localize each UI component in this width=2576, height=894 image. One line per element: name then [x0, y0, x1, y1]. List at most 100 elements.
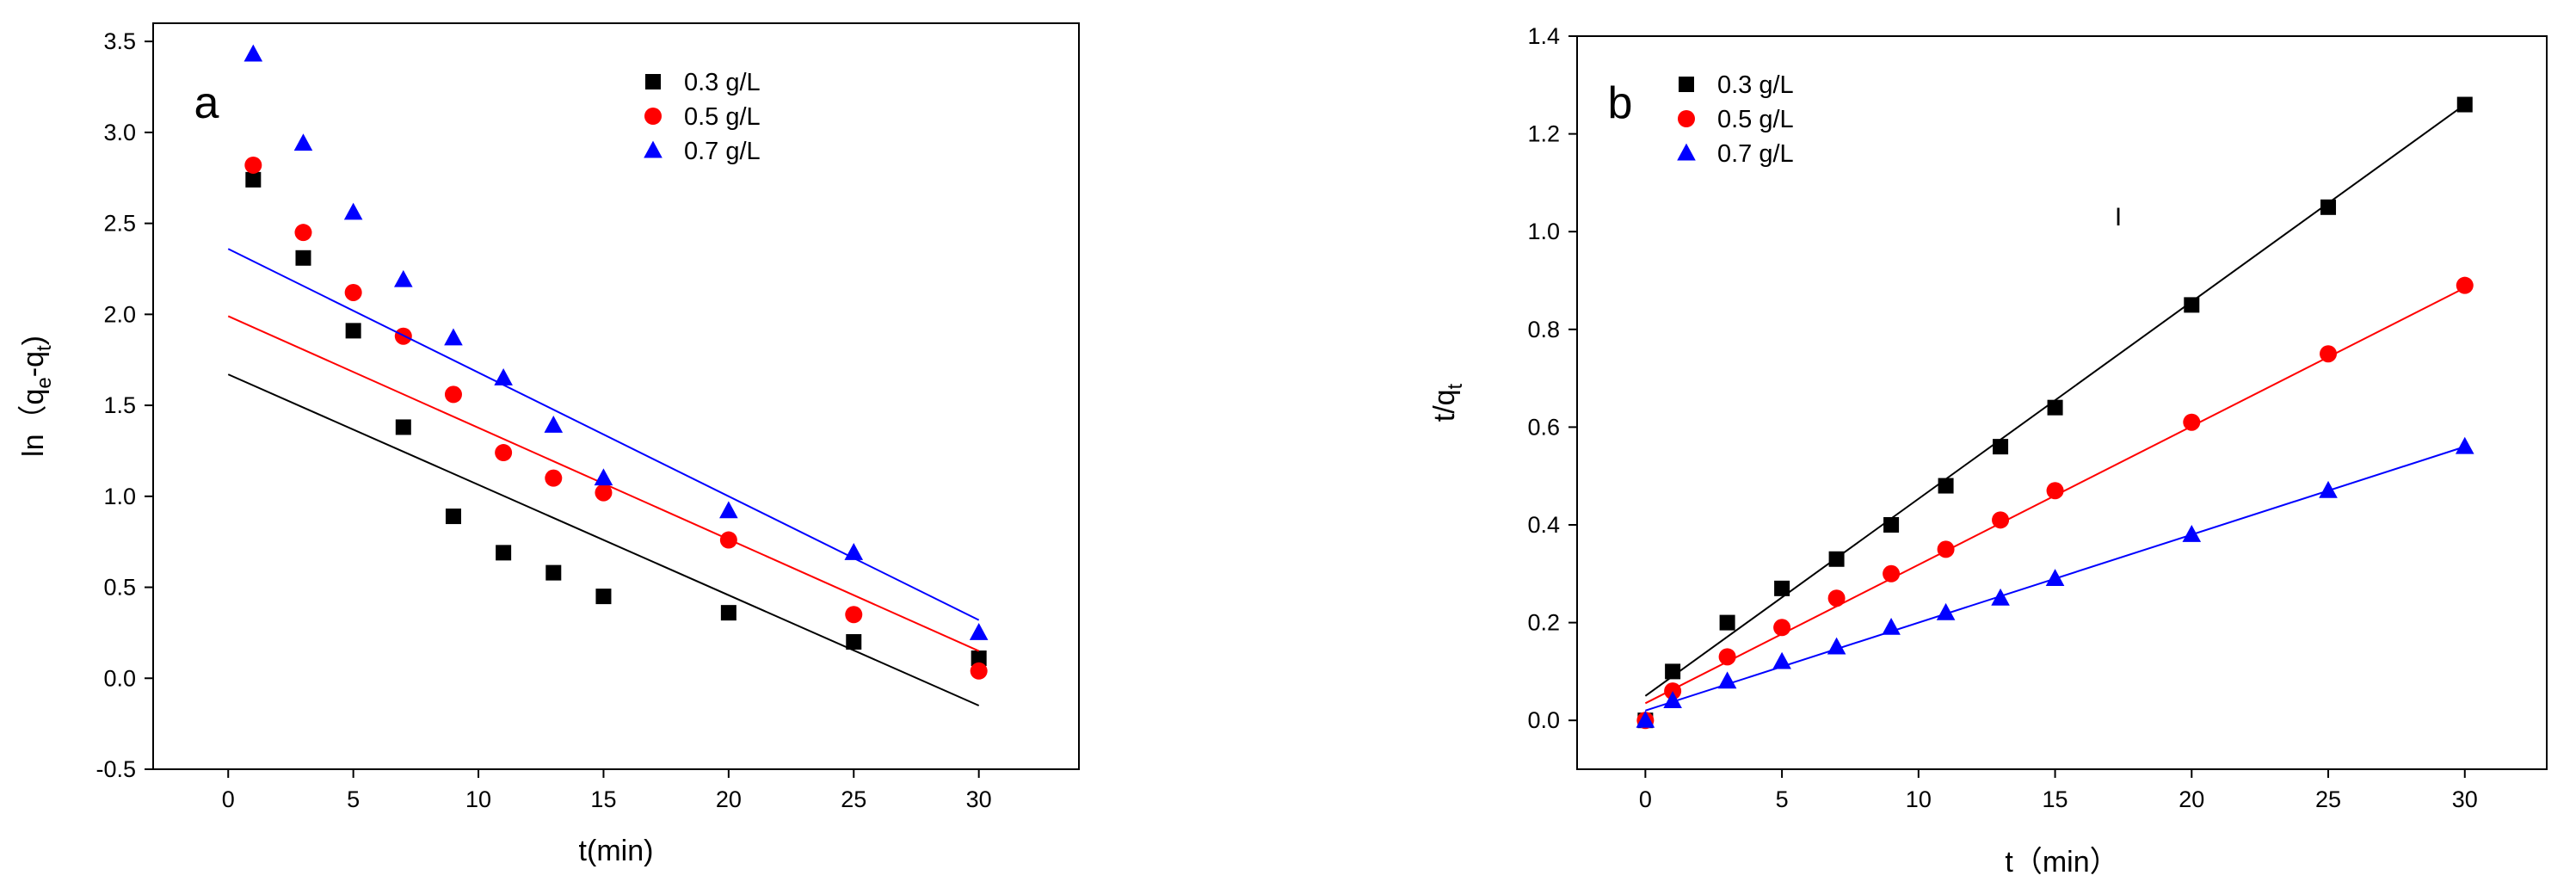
data-point [1827, 637, 1846, 655]
y-tick-label: 2.5 [103, 211, 136, 237]
series-0-7-g-L [227, 44, 989, 640]
y-tick-label: 3.0 [103, 120, 136, 145]
data-point [970, 662, 988, 680]
data-point [594, 468, 613, 486]
data-point [495, 444, 513, 462]
data-point [394, 269, 413, 287]
x-axis-title: t(min) [579, 835, 654, 867]
panel-a-kinetics-first-order: 0 5 10 15 20 25 30 -0.5 0.0 0.5 1.0 1.5 2.0 2.5 3.0 3.5… [17, 22, 1080, 867]
data-point [444, 385, 462, 404]
legend-label: 0.5 g/L [1717, 106, 1794, 133]
legend-label: 0.7 g/L [684, 138, 761, 165]
legend-marker [644, 108, 662, 125]
y-axis-title-part: t/q [1428, 389, 1461, 422]
y-axis-title-subscript: t [1444, 383, 1467, 389]
series-0-3-g-L [1637, 96, 2473, 729]
data-point [2182, 525, 2202, 542]
data-point [2045, 569, 2065, 586]
data-point [445, 509, 461, 525]
data-point [2047, 399, 2063, 416]
legend-label: 0.7 g/L [1717, 140, 1794, 168]
y-axis-title: t/qt [1428, 383, 1467, 422]
data-point [1717, 671, 1737, 689]
data-point [2184, 297, 2200, 313]
y-tick-label: 0.8 [1527, 317, 1560, 342]
y-axis-title: ln（qe-qt) [17, 336, 56, 457]
series-0-3-g-L [227, 171, 987, 706]
y-axis-title-part: ) [17, 336, 50, 345]
data-point [1936, 602, 1956, 620]
data-point [545, 469, 563, 487]
data-point [1991, 588, 2010, 606]
panel-label: a [194, 78, 219, 128]
legend-marker [1679, 77, 1694, 92]
y-tick-label: 3.5 [103, 28, 136, 54]
series-0-5-g-L [1636, 276, 2474, 730]
panel-label: b [1608, 78, 1633, 128]
data-point [344, 283, 362, 301]
data-point [2183, 413, 2201, 431]
y-tick-label: 0.2 [1527, 610, 1560, 636]
data-point [595, 589, 612, 605]
data-point [243, 44, 263, 62]
legend-marker [1678, 110, 1695, 127]
data-point [971, 650, 987, 667]
data-point [1719, 614, 1735, 631]
series-0-7-g-L [1636, 436, 2474, 728]
x-tick-label: 25 [841, 786, 866, 812]
data-point [2046, 482, 2064, 500]
y-tick-label: 1.0 [1527, 219, 1560, 244]
data-point [2455, 436, 2474, 454]
legend-marker [645, 74, 661, 89]
plot-frame [152, 22, 1080, 770]
legend-label: 0.5 g/L [684, 103, 761, 131]
data-point [1882, 617, 1901, 635]
data-point [844, 543, 864, 560]
data-point [294, 224, 312, 242]
y-tick-label: 0.4 [1527, 512, 1560, 538]
data-point [496, 545, 512, 561]
data-point [494, 368, 513, 385]
data-point [1937, 540, 1955, 558]
data-point [1993, 439, 2009, 455]
y-tick-label: 0.6 [1527, 414, 1560, 440]
data-point [1883, 517, 1900, 533]
fit-line [227, 373, 980, 706]
x-tick-label: 20 [2179, 786, 2204, 812]
y-tick-label: 1.5 [103, 392, 136, 418]
data-point [343, 202, 363, 220]
y-tick-label: 1.4 [1527, 23, 1560, 49]
y-axis-title-part: ln（q [17, 389, 50, 457]
fit-line [227, 248, 980, 621]
x-tick-label: 0 [1639, 786, 1652, 812]
data-point [719, 531, 737, 549]
panel-b-kinetics-second-order: 0 5 10 15 20 25 30 0.0 0.2 0.4 0.6 0.8 1.0 1.2 1.4 t（mi… [1428, 23, 2548, 879]
x-tick-label: 30 [966, 786, 992, 812]
legend-marker [644, 140, 662, 158]
legend-label: 0.3 g/L [1717, 71, 1794, 99]
y-tick-label: 0.0 [1527, 707, 1560, 733]
data-point [2456, 96, 2473, 113]
stray-text-mark: I [2115, 203, 2122, 231]
x-tick-label: 15 [2043, 786, 2068, 812]
data-point [444, 328, 463, 346]
y-tick-label: 2.0 [103, 301, 136, 327]
x-tick-label: 5 [347, 786, 360, 812]
data-point [295, 250, 311, 266]
y-axis-title-part: -q [17, 351, 50, 377]
data-point [245, 171, 262, 188]
data-point [2456, 276, 2474, 294]
y-tick-label: 0.0 [103, 665, 136, 691]
x-tick-label: 15 [590, 786, 616, 812]
series-0-5-g-L [227, 156, 988, 680]
data-point [345, 323, 361, 339]
data-point [1665, 663, 1681, 680]
y-tick-label: 1.0 [103, 484, 136, 509]
data-point [1774, 580, 1790, 596]
data-point [845, 606, 863, 624]
x-tick-label: 30 [2452, 786, 2478, 812]
x-axis-title: t（min） [2005, 846, 2118, 879]
data-point [846, 633, 862, 650]
data-point [969, 623, 989, 640]
